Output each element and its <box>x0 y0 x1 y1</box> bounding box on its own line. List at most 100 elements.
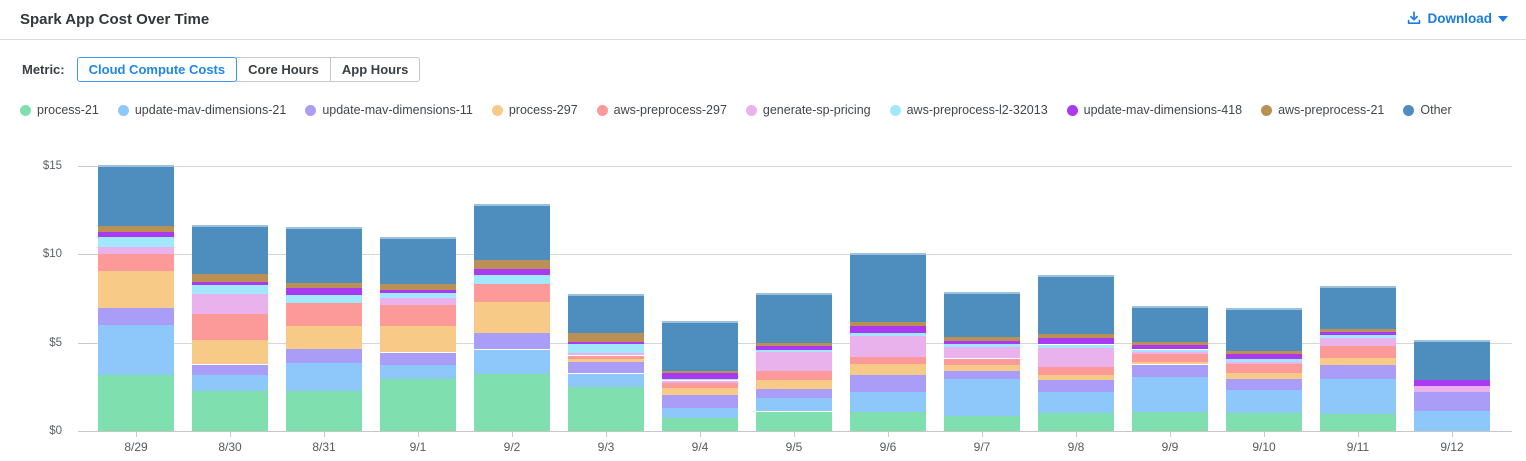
bar-segment-update-mav-dimensions-11[interactable] <box>1132 364 1208 378</box>
bar-segment-aws-preprocess-297[interactable] <box>1320 346 1396 358</box>
bar-segment-other[interactable] <box>380 237 456 284</box>
bar-segment-update-mav-dimensions-418[interactable] <box>850 325 926 333</box>
bar-segment-aws-preprocess-297[interactable] <box>1132 354 1208 362</box>
bar-segment-aws-preprocess-21[interactable] <box>662 370 738 373</box>
bar-segment-process-297[interactable] <box>1038 374 1114 380</box>
bar-segment-update-mav-dimensions-21[interactable] <box>1320 378 1396 415</box>
bar-segment-other[interactable] <box>98 164 174 226</box>
bar-segment-process-297[interactable] <box>1132 361 1208 365</box>
bar-segment-update-mav-dimensions-11[interactable] <box>756 388 832 399</box>
bar-segment-update-mav-dimensions-21[interactable] <box>1414 410 1490 431</box>
bar-segment-aws-preprocess-l2-32013[interactable] <box>756 350 832 353</box>
bar-segment-process-21[interactable] <box>568 387 644 431</box>
bar-segment-process-297[interactable] <box>474 302 550 334</box>
bar-segment-update-mav-dimensions-11[interactable] <box>1038 379 1114 393</box>
bar-segment-aws-preprocess-21[interactable] <box>1038 334 1114 339</box>
bar-segment-other[interactable] <box>944 291 1020 338</box>
bar-segment-update-mav-dimensions-11[interactable] <box>944 370 1020 379</box>
bar-segment-other[interactable] <box>756 292 832 343</box>
legend-item-other[interactable]: Other <box>1403 103 1452 117</box>
bar-segment-other[interactable] <box>1226 308 1302 351</box>
bar-segment-other[interactable] <box>1038 274 1114 335</box>
legend-item-aws-preprocess-297[interactable]: aws-preprocess-297 <box>596 103 727 117</box>
bar-segment-aws-preprocess-297[interactable] <box>850 356 926 364</box>
bar-segment-process-297[interactable] <box>850 363 926 375</box>
legend-item-generate-sp-pricing[interactable]: generate-sp-pricing <box>745 103 871 117</box>
bar-segment-update-mav-dimensions-11[interactable] <box>286 348 362 363</box>
bar-segment-process-297[interactable] <box>568 358 644 362</box>
bar-segment-update-mav-dimensions-418[interactable] <box>756 346 832 351</box>
bar-segment-aws-preprocess-297[interactable] <box>1038 367 1114 375</box>
bar-segment-generate-sp-pricing[interactable] <box>850 336 926 357</box>
bar-segment-update-mav-dimensions-21[interactable] <box>192 374 268 392</box>
bar-segment-process-297[interactable] <box>944 364 1020 371</box>
bar-segment-update-mav-dimensions-21[interactable] <box>286 362 362 392</box>
bar-segment-update-mav-dimensions-11[interactable] <box>474 333 550 350</box>
bar-segment-aws-preprocess-21[interactable] <box>568 332 644 343</box>
bar-segment-update-mav-dimensions-21[interactable] <box>662 408 738 418</box>
bar-segment-process-21[interactable] <box>756 411 832 431</box>
bar-segment-aws-preprocess-l2-32013[interactable] <box>662 378 738 381</box>
bar-segment-other[interactable] <box>662 321 738 371</box>
bar-segment-aws-preprocess-297[interactable] <box>1226 363 1302 373</box>
bar-segment-aws-preprocess-l2-32013[interactable] <box>286 295 362 304</box>
bar-segment-other[interactable] <box>474 204 550 261</box>
bar-segment-aws-preprocess-21[interactable] <box>850 321 926 326</box>
metric-tab-cloud-compute-costs[interactable]: Cloud Compute Costs <box>76 57 238 82</box>
bar-segment-update-mav-dimensions-11[interactable] <box>850 374 926 393</box>
bar-segment-process-21[interactable] <box>286 391 362 431</box>
bar-segment-update-mav-dimensions-418[interactable] <box>662 373 738 379</box>
bar-segment-update-mav-dimensions-21[interactable] <box>1132 377 1208 413</box>
bar-segment-generate-sp-pricing[interactable] <box>662 380 738 384</box>
bar-segment-other[interactable] <box>1132 306 1208 343</box>
bar-segment-update-mav-dimensions-418[interactable] <box>1226 353 1302 359</box>
bar-segment-aws-preprocess-21[interactable] <box>1132 342 1208 346</box>
bar-segment-update-mav-dimensions-418[interactable] <box>380 290 456 293</box>
bar-segment-update-mav-dimensions-418[interactable] <box>944 341 1020 344</box>
bar-segment-process-21[interactable] <box>380 378 456 431</box>
bar-segment-update-mav-dimensions-418[interactable] <box>192 281 268 286</box>
bar-segment-process-21[interactable] <box>944 415 1020 431</box>
bar-segment-generate-sp-pricing[interactable] <box>756 352 832 371</box>
bar-segment-process-297[interactable] <box>1320 357 1396 366</box>
bar-segment-process-21[interactable] <box>1226 412 1302 431</box>
bar-segment-other[interactable] <box>192 225 268 274</box>
bar-segment-generate-sp-pricing[interactable] <box>1038 347 1114 367</box>
bar-segment-generate-sp-pricing[interactable] <box>98 247 174 254</box>
bar-segment-update-mav-dimensions-11[interactable] <box>98 307 174 325</box>
bar-segment-generate-sp-pricing[interactable] <box>1414 385 1490 393</box>
legend-item-update-mav-dimensions-21[interactable]: update-mav-dimensions-21 <box>117 103 286 117</box>
bar-segment-aws-preprocess-21[interactable] <box>474 260 550 269</box>
bar-segment-aws-preprocess-297[interactable] <box>286 303 362 326</box>
bar-segment-process-297[interactable] <box>192 340 268 365</box>
bar-segment-generate-sp-pricing[interactable] <box>568 352 644 356</box>
legend-item-aws-preprocess-l2-32013[interactable]: aws-preprocess-l2-32013 <box>889 103 1048 117</box>
bar-segment-other[interactable] <box>850 253 926 322</box>
bar-segment-update-mav-dimensions-21[interactable] <box>380 365 456 379</box>
bar-segment-aws-preprocess-l2-32013[interactable] <box>380 292 456 299</box>
bar-segment-update-mav-dimensions-418[interactable] <box>1038 338 1114 345</box>
bar-segment-other[interactable] <box>1414 340 1490 380</box>
bar-segment-aws-preprocess-l2-32013[interactable] <box>944 343 1020 348</box>
bar-segment-generate-sp-pricing[interactable] <box>1132 352 1208 355</box>
bar-segment-process-297[interactable] <box>98 271 174 308</box>
bar-segment-aws-preprocess-21[interactable] <box>98 226 174 232</box>
bar-segment-other[interactable] <box>1320 285 1396 329</box>
legend-item-update-mav-dimensions-11[interactable]: update-mav-dimensions-11 <box>305 103 473 117</box>
bar-segment-update-mav-dimensions-21[interactable] <box>1226 390 1302 413</box>
bar-segment-update-mav-dimensions-418[interactable] <box>286 288 362 295</box>
bar-segment-update-mav-dimensions-21[interactable] <box>98 325 174 375</box>
bar-segment-process-21[interactable] <box>662 417 738 431</box>
bar-segment-process-21[interactable] <box>850 411 926 431</box>
bar-segment-aws-preprocess-l2-32013[interactable] <box>568 344 644 353</box>
bar-segment-update-mav-dimensions-418[interactable] <box>1132 345 1208 350</box>
metric-tab-app-hours[interactable]: App Hours <box>329 57 421 82</box>
bar-segment-aws-preprocess-297[interactable] <box>98 253 174 272</box>
bar-segment-aws-preprocess-l2-32013[interactable] <box>850 332 926 337</box>
bar-segment-update-mav-dimensions-11[interactable] <box>568 361 644 374</box>
bar-segment-aws-preprocess-l2-32013[interactable] <box>1038 344 1114 348</box>
bar-segment-process-21[interactable] <box>98 374 174 431</box>
bar-segment-other[interactable] <box>568 294 644 333</box>
bar-segment-aws-preprocess-297[interactable] <box>662 383 738 389</box>
bar-segment-aws-preprocess-l2-32013[interactable] <box>1320 335 1396 338</box>
